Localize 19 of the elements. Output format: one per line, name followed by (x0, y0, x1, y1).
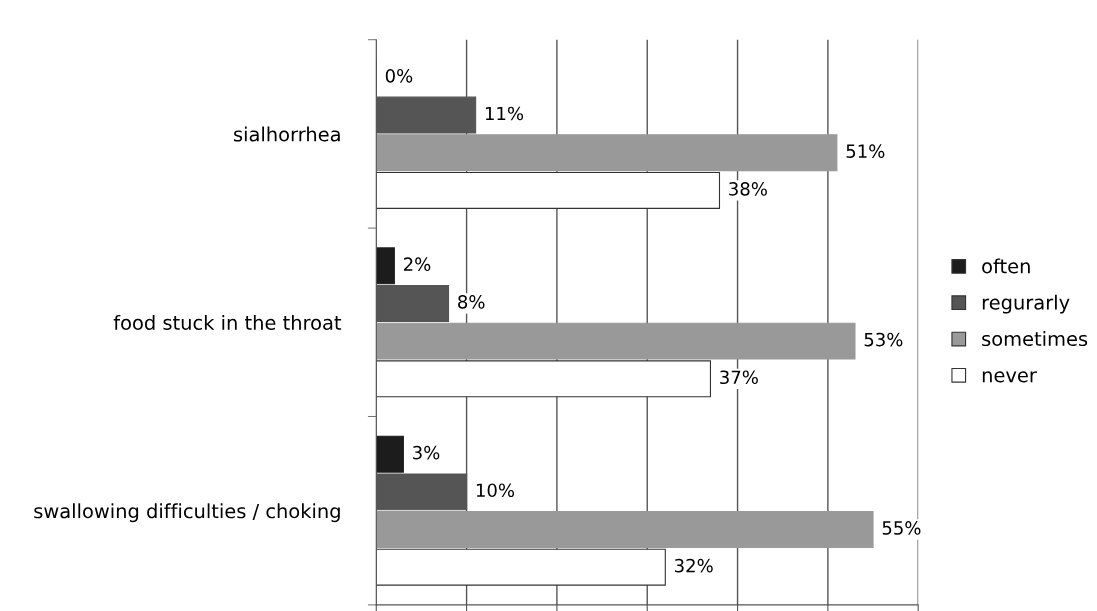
data-label: 0% (385, 68, 413, 83)
y-tick-label: food stuck in the throat (113, 314, 342, 330)
data-label: 38% (729, 182, 767, 196)
data-label: 3% (413, 445, 440, 460)
legend-label: often (982, 258, 1030, 274)
data-label: 37% (720, 370, 758, 385)
data-label: 51% (846, 144, 885, 158)
data-label: 8% (458, 295, 485, 309)
y-tick-label: sialhorrhea (234, 126, 340, 142)
data-label: 53% (864, 332, 903, 347)
legend-label: sometimes (982, 331, 1088, 347)
legend-label: never (982, 371, 1037, 383)
data-label: 32% (675, 558, 713, 573)
data-label: 10% (476, 483, 515, 498)
data-label: 11% (485, 106, 524, 121)
legend-label: regurarly (982, 294, 1070, 314)
data-label: 55% (882, 521, 921, 535)
data-label: 2% (403, 257, 431, 272)
y-tick-label: swallowing difficulties / choking (34, 503, 340, 523)
